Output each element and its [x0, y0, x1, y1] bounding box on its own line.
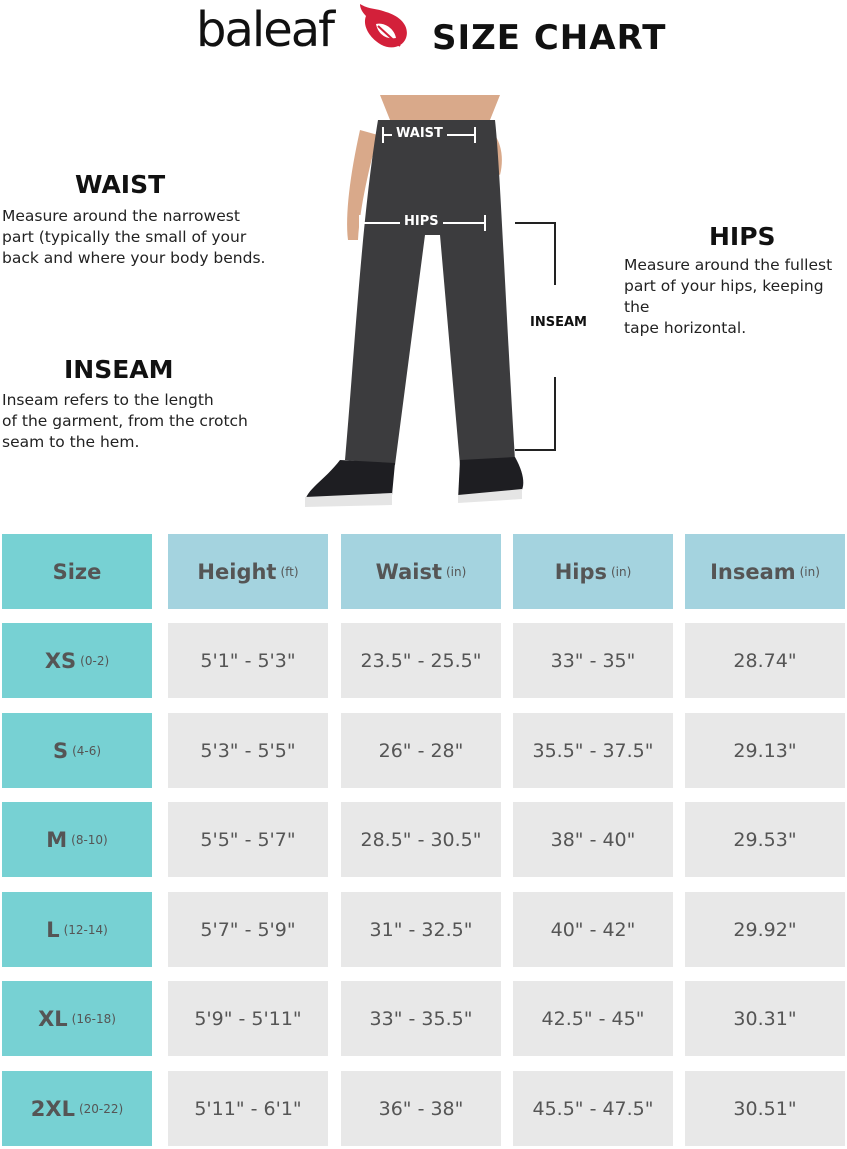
- cell-text: Hips: [554, 559, 607, 584]
- inseam-heading: INSEAM: [64, 355, 174, 384]
- height-cell: 5'9" - 5'11": [168, 981, 328, 1056]
- brand-logo-text: baleaf: [196, 2, 335, 58]
- hips-cell: 35.5" - 37.5": [513, 713, 673, 788]
- cell-text: 5'1" - 5'3": [200, 649, 296, 672]
- waist-cell: 23.5" - 25.5": [341, 623, 501, 698]
- header-cell: Size: [2, 534, 152, 609]
- pants-model-illustration: [305, 95, 556, 507]
- cell-unit: (0-2): [80, 653, 110, 668]
- cell-text: 29.53": [733, 828, 797, 851]
- header-cell: Inseam (in): [685, 534, 845, 609]
- waist-cell: 28.5" - 30.5": [341, 802, 501, 877]
- hips-cell: 38" - 40": [513, 802, 673, 877]
- height-cell: 5'11" - 6'1": [168, 1071, 328, 1146]
- size-cell: M (8-10): [2, 802, 152, 877]
- cell-unit: (in): [611, 564, 632, 579]
- waist-label: WAIST: [392, 126, 447, 141]
- header-cell: Height (ft): [168, 534, 328, 609]
- cell-text: 5'3" - 5'5": [200, 739, 296, 762]
- page-title: SIZE CHART: [432, 18, 667, 58]
- cell-text: 31" - 32.5": [369, 918, 473, 941]
- cell-text: Waist: [375, 559, 442, 584]
- cell-text: 33" - 35": [550, 649, 636, 672]
- cell-text: S: [52, 738, 69, 763]
- size-cell: L (12-14): [2, 892, 152, 967]
- height-cell: 5'7" - 5'9": [168, 892, 328, 967]
- cell-text: 40" - 42": [550, 918, 636, 941]
- cell-text: Inseam: [710, 559, 796, 584]
- inseam-cell: 28.74": [685, 623, 845, 698]
- cell-text: 29.92": [733, 918, 797, 941]
- size-cell: XS (0-2): [2, 623, 152, 698]
- hips-cell: 33" - 35": [513, 623, 673, 698]
- cell-text: 5'5" - 5'7": [200, 828, 296, 851]
- cell-text: 26" - 28": [378, 739, 464, 762]
- cell-text: Size: [52, 559, 102, 584]
- cell-text: 42.5" - 45": [541, 1007, 645, 1030]
- cell-text: 23.5" - 25.5": [360, 649, 482, 672]
- cell-unit: (16-18): [71, 1011, 116, 1026]
- cell-text: 5'11" - 6'1": [194, 1097, 302, 1120]
- waist-cell: 33" - 35.5": [341, 981, 501, 1056]
- cell-text: 35.5" - 37.5": [532, 739, 654, 762]
- waist-cell: 26" - 28": [341, 713, 501, 788]
- cell-text: 28.74": [733, 649, 797, 672]
- leaf-logo-icon: [360, 4, 407, 48]
- height-cell: 5'5" - 5'7": [168, 802, 328, 877]
- cell-text: 38" - 40": [550, 828, 636, 851]
- cell-text: 5'9" - 5'11": [194, 1007, 302, 1030]
- cell-text: XS: [44, 648, 77, 673]
- height-cell: 5'3" - 5'5": [168, 713, 328, 788]
- hips-label: HIPS: [400, 214, 443, 229]
- cell-text: 45.5" - 47.5": [532, 1097, 654, 1120]
- waist-description: Measure around the narrowest part (typica…: [2, 207, 266, 267]
- waist-cell: 31" - 32.5": [341, 892, 501, 967]
- cell-text: 33" - 35.5": [369, 1007, 473, 1030]
- hips-cell: 40" - 42": [513, 892, 673, 967]
- waist-heading: WAIST: [75, 170, 166, 199]
- cell-text: Height: [197, 559, 277, 584]
- cell-text: 2XL: [30, 1096, 75, 1121]
- inseam-cell: 29.53": [685, 802, 845, 877]
- header-cell: Hips (in): [513, 534, 673, 609]
- cell-text: 28.5" - 30.5": [360, 828, 482, 851]
- inseam-cell: 29.13": [685, 713, 845, 788]
- cell-unit: (in): [799, 564, 820, 579]
- cell-text: XL: [38, 1006, 68, 1031]
- cell-unit: (in): [446, 564, 467, 579]
- header-cell: Waist (in): [341, 534, 501, 609]
- size-cell: S (4-6): [2, 713, 152, 788]
- cell-unit: (20-22): [78, 1101, 124, 1116]
- cell-text: L: [46, 917, 60, 942]
- cell-unit: (ft): [280, 564, 299, 579]
- cell-text: 29.13": [733, 739, 797, 762]
- hips-cell: 45.5" - 47.5": [513, 1071, 673, 1146]
- size-cell: 2XL (20-22): [2, 1071, 152, 1146]
- cell-text: 30.51": [733, 1097, 797, 1120]
- cell-unit: (8-10): [71, 832, 108, 847]
- height-cell: 5'1" - 5'3": [168, 623, 328, 698]
- hips-cell: 42.5" - 45": [513, 981, 673, 1056]
- cell-unit: (12-14): [63, 922, 108, 937]
- cell-text: 30.31": [733, 1007, 797, 1030]
- cell-text: 36" - 38": [378, 1097, 464, 1120]
- inseam-cell: 30.51": [685, 1071, 845, 1146]
- inseam-description: Inseam refers to the length of the garmen…: [2, 391, 248, 451]
- inseam-label: INSEAM: [530, 315, 587, 330]
- hips-description: Measure around the fullest part of your h…: [624, 256, 833, 337]
- cell-text: M: [46, 827, 68, 852]
- inseam-cell: 30.31": [685, 981, 845, 1056]
- cell-text: 5'7" - 5'9": [200, 918, 296, 941]
- size-cell: XL (16-18): [2, 981, 152, 1056]
- inseam-cell: 29.92": [685, 892, 845, 967]
- hips-heading: HIPS: [709, 222, 776, 251]
- cell-unit: (4-6): [72, 743, 102, 758]
- waist-cell: 36" - 38": [341, 1071, 501, 1146]
